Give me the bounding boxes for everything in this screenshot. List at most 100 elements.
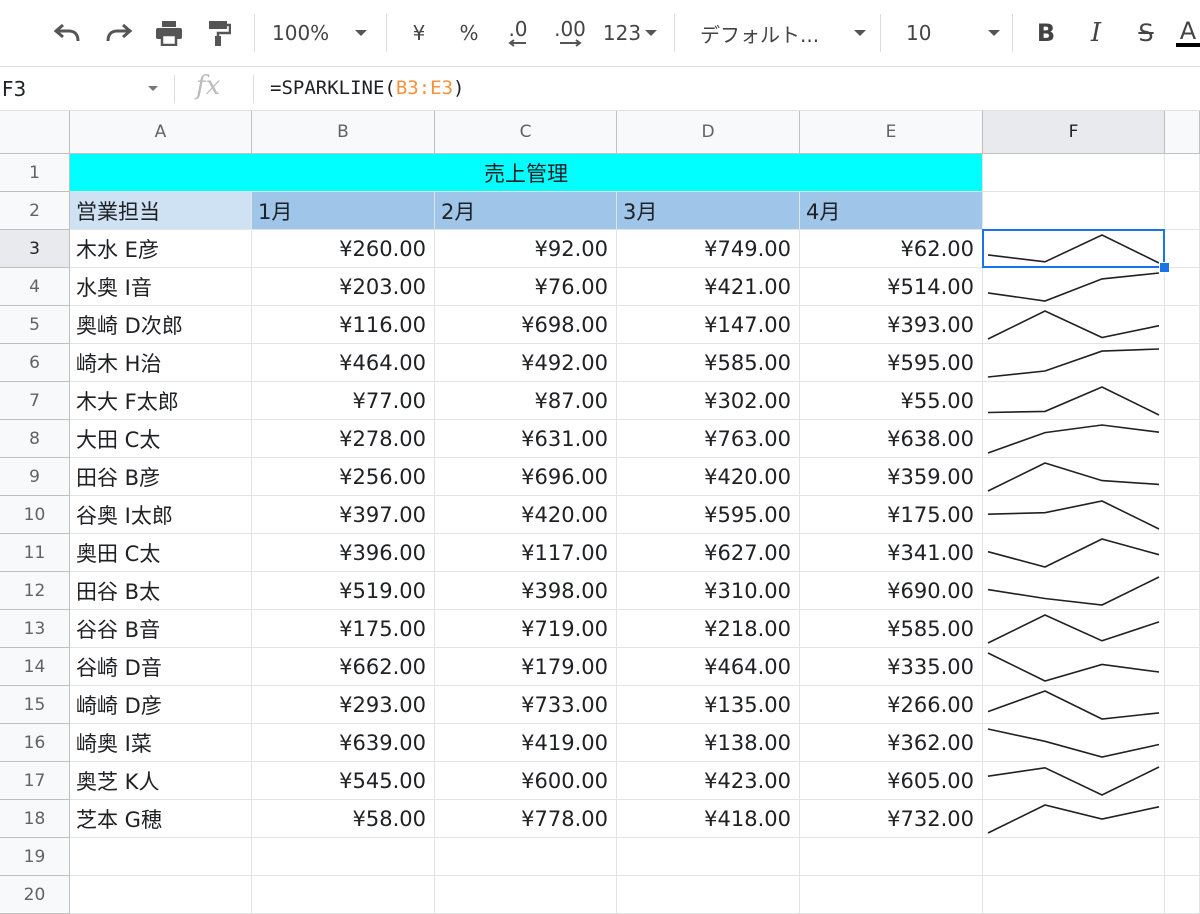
- sales-value-cell[interactable]: ¥420.00: [435, 496, 617, 534]
- zoom-select[interactable]: 100%: [272, 14, 382, 52]
- currency-format-button[interactable]: ¥: [402, 14, 436, 52]
- sparkline-cell[interactable]: [983, 344, 1165, 382]
- percent-format-button[interactable]: %: [452, 14, 486, 52]
- row-header-18[interactable]: 18: [0, 800, 70, 838]
- cell-f1[interactable]: [983, 154, 1165, 192]
- name-box[interactable]: F3: [0, 67, 168, 110]
- undo-icon[interactable]: [48, 14, 86, 52]
- sales-value-cell[interactable]: ¥175.00: [252, 610, 435, 648]
- sales-value-cell[interactable]: ¥662.00: [252, 648, 435, 686]
- sales-rep-name-cell[interactable]: 木大 F太郎: [70, 382, 252, 420]
- column-header-e[interactable]: E: [800, 111, 983, 154]
- fill-handle[interactable]: [1159, 262, 1170, 273]
- sparkline-cell[interactable]: [983, 572, 1165, 610]
- strikethrough-icon[interactable]: S: [1138, 19, 1154, 47]
- row-header-14[interactable]: 14: [0, 648, 70, 686]
- sales-value-cell[interactable]: ¥62.00: [800, 230, 983, 268]
- sales-value-cell[interactable]: ¥218.00: [617, 610, 800, 648]
- sales-rep-name-cell[interactable]: 木水 E彦: [70, 230, 252, 268]
- row-header-7[interactable]: 7: [0, 382, 70, 420]
- column-header-c[interactable]: C: [435, 111, 617, 154]
- formula-input[interactable]: =SPARKLINE(B3:E3): [270, 77, 465, 99]
- empty-cell[interactable]: [70, 838, 252, 876]
- sales-value-cell[interactable]: ¥421.00: [617, 268, 800, 306]
- sales-rep-name-cell[interactable]: 谷崎 D音: [70, 648, 252, 686]
- sheet-title-cell[interactable]: 売上管理: [70, 154, 983, 192]
- redo-icon[interactable]: [100, 14, 138, 52]
- sales-rep-name-cell[interactable]: 田谷 B彦: [70, 458, 252, 496]
- text-color-icon[interactable]: A: [1176, 14, 1200, 52]
- column-header-a[interactable]: A: [70, 111, 252, 154]
- sales-value-cell[interactable]: ¥778.00: [435, 800, 617, 838]
- column-header-f[interactable]: F: [983, 111, 1165, 154]
- font-size-select[interactable]: 10: [906, 14, 1000, 52]
- header-cell[interactable]: 営業担当: [70, 192, 252, 230]
- sales-value-cell[interactable]: ¥464.00: [252, 344, 435, 382]
- empty-cell[interactable]: [435, 838, 617, 876]
- sales-value-cell[interactable]: ¥362.00: [800, 724, 983, 762]
- sales-rep-name-cell[interactable]: 崎崎 D彦: [70, 686, 252, 724]
- sales-rep-name-cell[interactable]: 奥崎 D次郎: [70, 306, 252, 344]
- row-header-11[interactable]: 11: [0, 534, 70, 572]
- sales-value-cell[interactable]: ¥179.00: [435, 648, 617, 686]
- sales-value-cell[interactable]: ¥266.00: [800, 686, 983, 724]
- sales-rep-name-cell[interactable]: 崎木 H治: [70, 344, 252, 382]
- row-header-13[interactable]: 13: [0, 610, 70, 648]
- sales-value-cell[interactable]: ¥256.00: [252, 458, 435, 496]
- column-header-d[interactable]: D: [617, 111, 800, 154]
- sparkline-cell[interactable]: [983, 800, 1165, 838]
- sales-value-cell[interactable]: ¥595.00: [800, 344, 983, 382]
- sales-rep-name-cell[interactable]: 奥田 C太: [70, 534, 252, 572]
- sales-rep-name-cell[interactable]: 大田 C太: [70, 420, 252, 458]
- empty-cell[interactable]: [983, 838, 1165, 876]
- sales-value-cell[interactable]: ¥418.00: [617, 800, 800, 838]
- empty-cell[interactable]: [617, 876, 800, 914]
- sales-value-cell[interactable]: ¥749.00: [617, 230, 800, 268]
- sales-value-cell[interactable]: ¥605.00: [800, 762, 983, 800]
- font-select[interactable]: デフォルト...: [700, 14, 866, 52]
- sales-value-cell[interactable]: ¥147.00: [617, 306, 800, 344]
- sales-value-cell[interactable]: ¥302.00: [617, 382, 800, 420]
- sales-value-cell[interactable]: ¥293.00: [252, 686, 435, 724]
- select-all-corner[interactable]: [0, 111, 70, 154]
- bold-icon[interactable]: B: [1036, 19, 1056, 47]
- row-header-3[interactable]: 3: [0, 230, 70, 268]
- sales-value-cell[interactable]: ¥138.00: [617, 724, 800, 762]
- row-header-6[interactable]: 6: [0, 344, 70, 382]
- sparkline-cell[interactable]: [983, 610, 1165, 648]
- sparkline-cell[interactable]: [983, 420, 1165, 458]
- sparkline-cell[interactable]: [983, 762, 1165, 800]
- sparkline-cell[interactable]: [983, 686, 1165, 724]
- sales-value-cell[interactable]: ¥639.00: [252, 724, 435, 762]
- row-header-16[interactable]: 16: [0, 724, 70, 762]
- sales-value-cell[interactable]: ¥58.00: [252, 800, 435, 838]
- sales-value-cell[interactable]: ¥696.00: [435, 458, 617, 496]
- decrease-decimal-button[interactable]: .0: [500, 14, 536, 52]
- sales-value-cell[interactable]: ¥733.00: [435, 686, 617, 724]
- sales-rep-name-cell[interactable]: 水奥 I音: [70, 268, 252, 306]
- sales-value-cell[interactable]: ¥492.00: [435, 344, 617, 382]
- sparkline-cell[interactable]: [983, 268, 1165, 306]
- empty-cell[interactable]: [435, 876, 617, 914]
- sales-value-cell[interactable]: ¥76.00: [435, 268, 617, 306]
- sales-value-cell[interactable]: ¥719.00: [435, 610, 617, 648]
- sales-value-cell[interactable]: ¥545.00: [252, 762, 435, 800]
- sales-value-cell[interactable]: ¥203.00: [252, 268, 435, 306]
- sales-value-cell[interactable]: ¥260.00: [252, 230, 435, 268]
- sales-value-cell[interactable]: ¥393.00: [800, 306, 983, 344]
- sales-rep-name-cell[interactable]: 崎奥 I菜: [70, 724, 252, 762]
- sales-value-cell[interactable]: ¥397.00: [252, 496, 435, 534]
- sparkline-cell[interactable]: [983, 458, 1165, 496]
- row-header-2[interactable]: 2: [0, 192, 70, 230]
- sales-value-cell[interactable]: ¥135.00: [617, 686, 800, 724]
- column-header-b[interactable]: B: [252, 111, 435, 154]
- sales-value-cell[interactable]: ¥423.00: [617, 762, 800, 800]
- row-header-10[interactable]: 10: [0, 496, 70, 534]
- header-cell[interactable]: 2月: [435, 192, 617, 230]
- sales-value-cell[interactable]: ¥341.00: [800, 534, 983, 572]
- row-header-15[interactable]: 15: [0, 686, 70, 724]
- sales-value-cell[interactable]: ¥600.00: [435, 762, 617, 800]
- sparkline-cell[interactable]: [983, 496, 1165, 534]
- print-icon[interactable]: [150, 14, 188, 52]
- sales-value-cell[interactable]: ¥77.00: [252, 382, 435, 420]
